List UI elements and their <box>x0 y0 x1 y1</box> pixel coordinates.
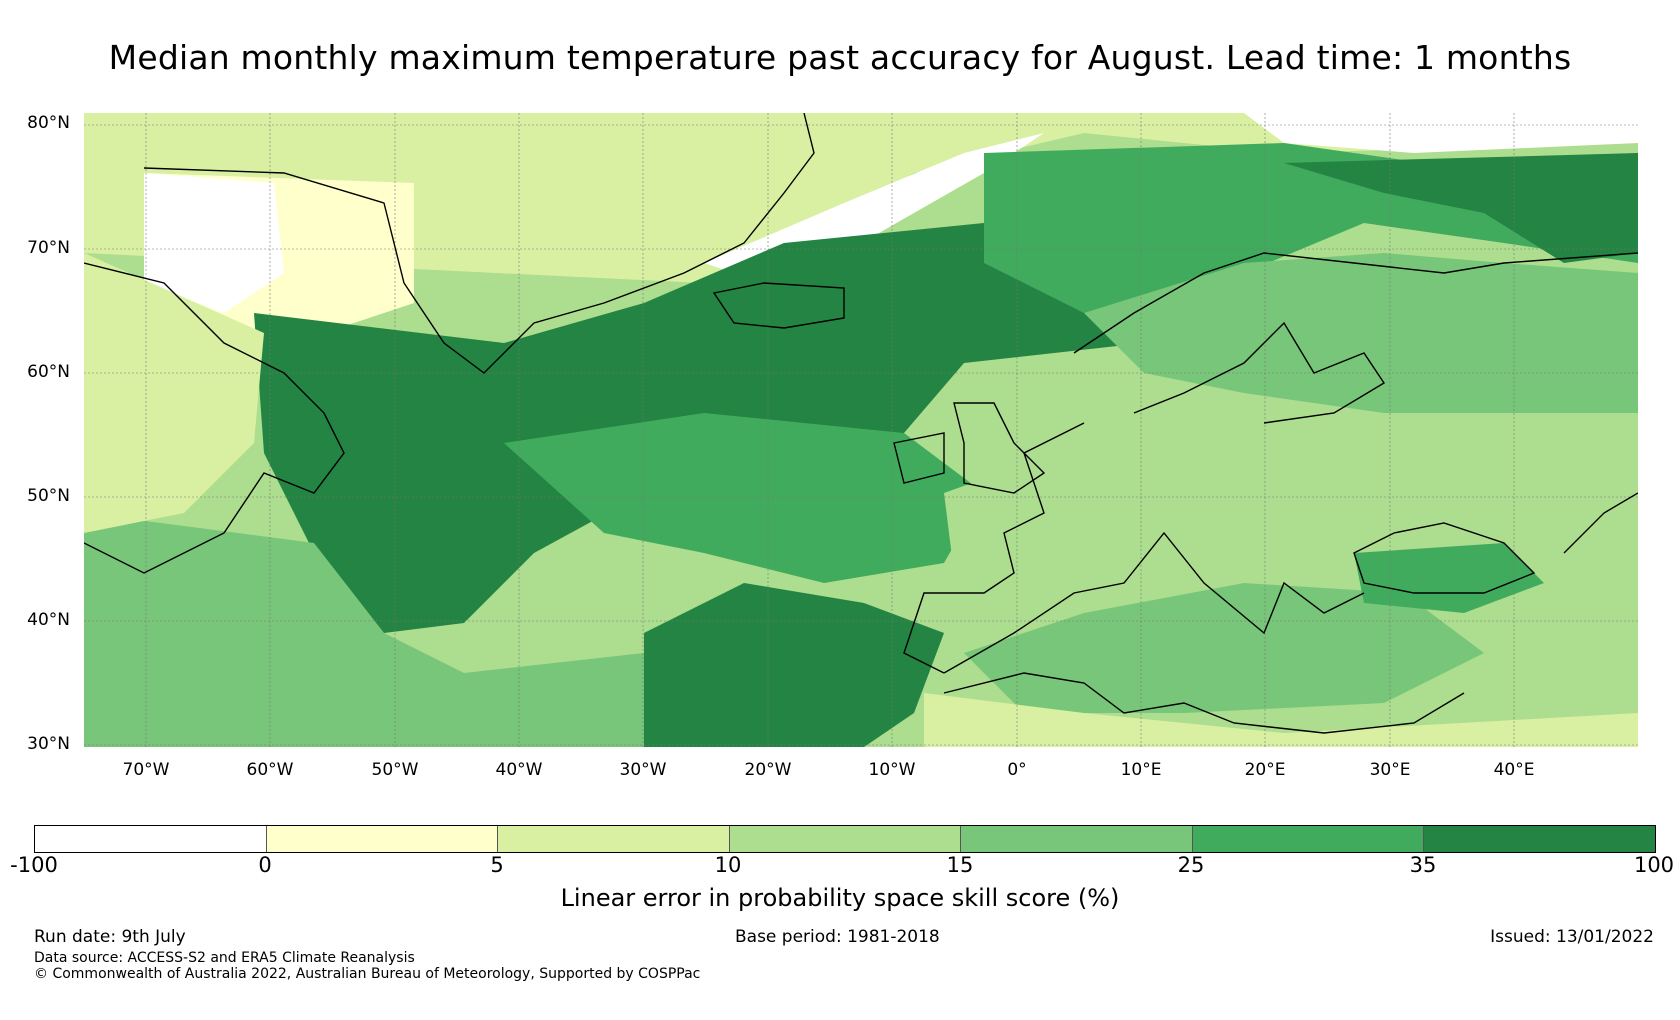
colorbar-segment <box>729 826 962 852</box>
data-source: Data source: ACCESS-S2 and ERA5 Climate … <box>34 950 415 966</box>
colorbar-label: Linear error in probability space skill … <box>560 884 1120 912</box>
colorbar-tick: 0 <box>258 853 272 877</box>
lon-label-60w: 60°W <box>246 760 294 780</box>
run-date: Run date: 9th July <box>34 927 186 947</box>
lat-label-50n: 50°N <box>27 486 70 506</box>
lat-label-80n: 80°N <box>27 113 70 133</box>
colorbar <box>34 825 1656 853</box>
colorbar-tick: 15 <box>946 853 974 877</box>
lat-label-70n: 70°N <box>27 238 70 258</box>
lon-label-20w: 20°W <box>744 760 792 780</box>
issued-date: Issued: 13/01/2022 <box>1490 927 1654 947</box>
lat-label-30n: 30°N <box>27 734 70 754</box>
africa-north-coast <box>943 672 1465 734</box>
lon-label-30w: 30°W <box>619 760 667 780</box>
colorbar-tick: 10 <box>714 853 742 877</box>
britain-coast <box>953 402 1046 494</box>
europe-west-coast <box>903 422 1085 674</box>
colorbar-segment <box>35 826 267 852</box>
black-sea-coast <box>1353 522 1536 594</box>
lon-label-10w: 10°W <box>868 760 916 780</box>
north-africa-low-skill <box>924 693 1638 747</box>
colorbar-segment <box>961 826 1193 852</box>
mediterranean-north-coast <box>943 531 1365 674</box>
iceland-coast <box>712 282 845 329</box>
base-period: Base period: 1981-2018 <box>735 927 940 947</box>
colorbar-segment <box>1192 826 1425 852</box>
lon-label-20e: 20°E <box>1244 760 1286 780</box>
baltic-coast <box>1133 321 1385 424</box>
lon-label-10e: 10°E <box>1120 760 1162 780</box>
colorbar-tick: 25 <box>1177 853 1205 877</box>
lon-label-30e: 30°E <box>1369 760 1411 780</box>
ireland-coast <box>893 432 945 484</box>
mediterranean-medium-skill <box>964 583 1484 713</box>
colorbar-tick: 5 <box>490 853 504 877</box>
colorbar-tick: 100 <box>1633 853 1675 877</box>
colorbar-segment <box>498 826 730 852</box>
barents-sea-high-skill <box>1284 153 1638 263</box>
lat-label-60n: 60°N <box>27 362 70 382</box>
colorbar-segment <box>1424 826 1656 852</box>
copyright-notice: © Commonwealth of Australia 2022, Austra… <box>34 966 701 982</box>
graticule <box>84 113 1638 747</box>
greenland-coast <box>143 113 815 374</box>
lat-label-40n: 40°N <box>27 610 70 630</box>
labrador-low-skill <box>84 253 264 533</box>
colorbar-tick: 35 <box>1409 853 1437 877</box>
mid-atlantic-medium-skill <box>504 413 984 583</box>
lon-label-0: 0° <box>1007 760 1027 780</box>
western-atlantic-medium-skill <box>84 513 644 747</box>
caspian-coast <box>1563 492 1638 554</box>
scandinavia-coast <box>1073 252 1638 354</box>
coastlines <box>84 113 1638 734</box>
subtropical-atlantic-high-skill <box>644 583 944 747</box>
canada-coast <box>84 262 345 574</box>
baffin-white-region <box>144 173 284 313</box>
colorbar-segment <box>266 826 499 852</box>
map-canvas <box>84 113 1638 747</box>
black-sea-high-skill <box>1354 543 1544 613</box>
skill-score-map <box>84 113 1638 747</box>
lon-label-50w: 50°W <box>371 760 419 780</box>
lon-label-40e: 40°E <box>1493 760 1535 780</box>
lon-label-40w: 40°W <box>495 760 543 780</box>
svalbard-white-region <box>1244 113 1638 153</box>
map-title: Median monthly maximum temperature past … <box>108 38 1572 77</box>
lon-label-70w: 70°W <box>122 760 170 780</box>
colorbar-tick: -100 <box>10 853 58 877</box>
